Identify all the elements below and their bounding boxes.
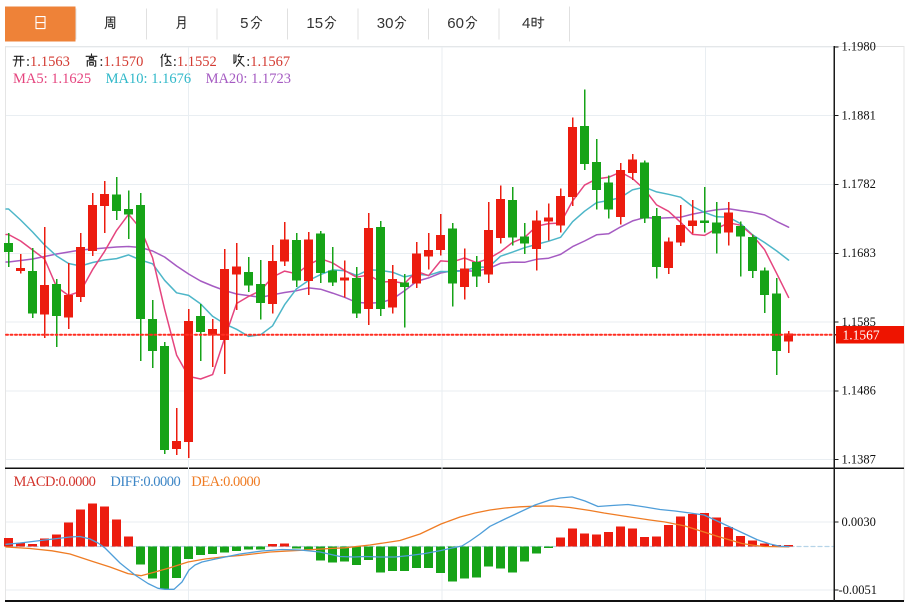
svg-text:1.1567: 1.1567 — [843, 328, 880, 343]
svg-text:1.1980: 1.1980 — [842, 40, 876, 54]
svg-text:1.1585: 1.1585 — [842, 315, 876, 329]
svg-text:1.1881: 1.1881 — [842, 108, 876, 122]
svg-text:1.1387: 1.1387 — [842, 452, 876, 466]
svg-text:1.1486: 1.1486 — [842, 384, 876, 398]
svg-text:1.1683: 1.1683 — [842, 246, 876, 260]
svg-text:-0.0051: -0.0051 — [839, 583, 878, 597]
svg-text:0.0030: 0.0030 — [842, 515, 876, 529]
svg-text:1.1782: 1.1782 — [842, 177, 876, 191]
